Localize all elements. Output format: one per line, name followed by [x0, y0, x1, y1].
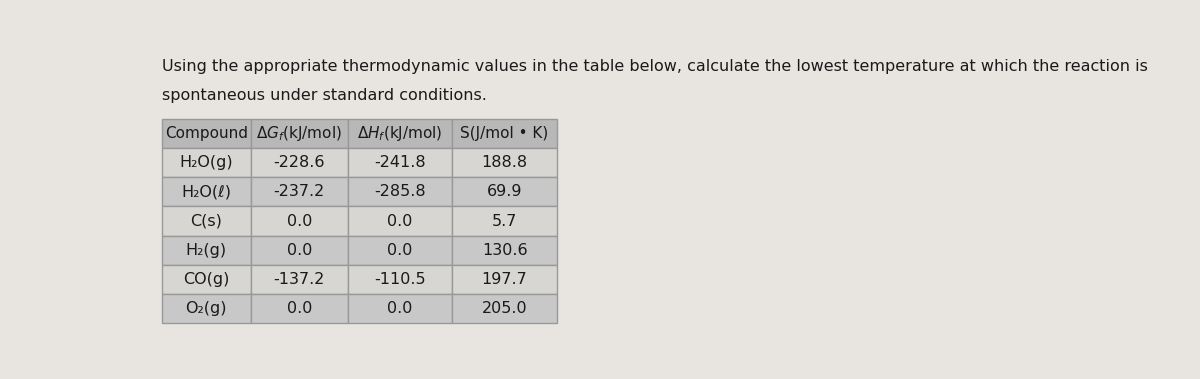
Bar	[251, 148, 348, 177]
Bar	[348, 177, 452, 207]
Bar	[348, 265, 452, 294]
Bar	[251, 177, 348, 207]
Text: -241.8: -241.8	[374, 155, 426, 170]
Text: Compound: Compound	[164, 126, 247, 141]
Text: 205.0: 205.0	[481, 301, 527, 316]
Text: -110.5: -110.5	[374, 272, 426, 287]
Text: 69.9: 69.9	[487, 184, 522, 199]
Text: H₂O(g): H₂O(g)	[179, 155, 233, 170]
Text: 0.0: 0.0	[287, 213, 312, 229]
Text: 197.7: 197.7	[481, 272, 528, 287]
Text: 130.6: 130.6	[481, 243, 527, 258]
Bar	[162, 294, 251, 323]
Text: H₂(g): H₂(g)	[186, 243, 227, 258]
Text: H₂O(ℓ): H₂O(ℓ)	[181, 184, 232, 199]
Bar	[452, 207, 557, 236]
Text: 0.0: 0.0	[388, 243, 413, 258]
Text: Using the appropriate thermodynamic values in the table below, calculate the low: Using the appropriate thermodynamic valu…	[162, 60, 1147, 74]
Text: C(s): C(s)	[191, 213, 222, 229]
Bar	[348, 207, 452, 236]
Text: 0.0: 0.0	[388, 213, 413, 229]
Bar	[251, 207, 348, 236]
Bar	[348, 148, 452, 177]
Bar	[452, 148, 557, 177]
Text: -137.2: -137.2	[274, 272, 325, 287]
Bar	[452, 119, 557, 148]
Bar	[162, 119, 251, 148]
Text: 0.0: 0.0	[388, 301, 413, 316]
Bar	[162, 177, 251, 207]
Bar	[251, 236, 348, 265]
Bar	[348, 236, 452, 265]
Text: 0.0: 0.0	[287, 301, 312, 316]
Text: 5.7: 5.7	[492, 213, 517, 229]
Bar	[162, 265, 251, 294]
Bar	[452, 294, 557, 323]
Text: 0.0: 0.0	[287, 243, 312, 258]
Bar	[452, 265, 557, 294]
Text: $\Delta H_f$(kJ/mol): $\Delta H_f$(kJ/mol)	[358, 124, 443, 143]
Text: $\Delta G_f$(kJ/mol): $\Delta G_f$(kJ/mol)	[257, 124, 342, 143]
Text: spontaneous under standard conditions.: spontaneous under standard conditions.	[162, 88, 486, 103]
Bar	[251, 294, 348, 323]
Text: S(J/mol • K): S(J/mol • K)	[461, 126, 548, 141]
Text: O₂(g): O₂(g)	[186, 301, 227, 316]
Text: -237.2: -237.2	[274, 184, 325, 199]
Text: -285.8: -285.8	[374, 184, 426, 199]
Bar	[348, 294, 452, 323]
Bar	[348, 119, 452, 148]
Bar	[162, 148, 251, 177]
Text: 188.8: 188.8	[481, 155, 528, 170]
Bar	[452, 177, 557, 207]
Bar	[452, 236, 557, 265]
Text: CO(g): CO(g)	[182, 272, 229, 287]
Text: -228.6: -228.6	[274, 155, 325, 170]
Bar	[251, 119, 348, 148]
Bar	[162, 207, 251, 236]
Bar	[251, 265, 348, 294]
Bar	[162, 236, 251, 265]
